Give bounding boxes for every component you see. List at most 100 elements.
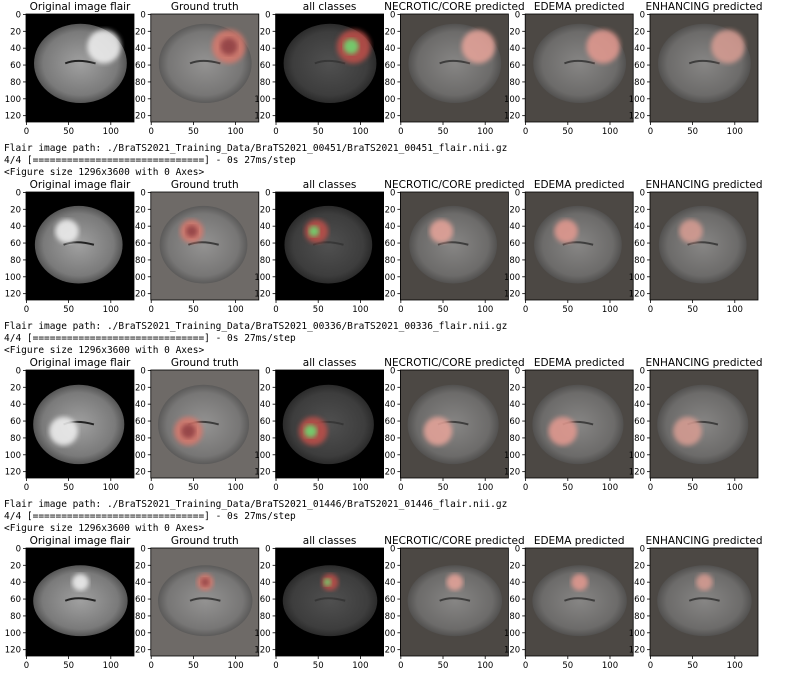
y-tick-label: 100	[504, 95, 520, 105]
x-tick-label: 50	[438, 661, 449, 671]
ventricles	[439, 597, 471, 602]
x-tick-label: 0	[648, 483, 653, 493]
y-tick-label: 20	[260, 561, 271, 571]
y-tick-label: 100	[5, 451, 21, 461]
axes-frame	[524, 191, 634, 301]
y-tick-label: 40	[135, 400, 146, 410]
y-tick-label: 40	[509, 222, 520, 232]
y-tick-label: 40	[385, 578, 396, 588]
y-tick-label: 80	[385, 434, 396, 444]
y-tick-label: 40	[385, 400, 396, 410]
lesion	[571, 573, 589, 591]
y-tick-label: 100	[379, 629, 395, 639]
x-tick-label: 0	[273, 305, 278, 315]
y-tick-label: 20	[385, 205, 396, 215]
y-tick-label: 0	[16, 188, 21, 198]
x-tick-label: 50	[562, 305, 573, 315]
axes-frame	[524, 369, 634, 479]
y-tick-label: 40	[509, 400, 520, 410]
x-tick-label: 0	[523, 661, 528, 671]
y-tick-label: 20	[10, 383, 21, 393]
y-tick-label: 60	[634, 61, 645, 71]
y-tick-label: 100	[379, 451, 395, 461]
y-tick-label: 60	[509, 239, 520, 249]
y-tick-label: 100	[5, 273, 21, 283]
y-tick-label: 100	[504, 273, 520, 283]
brain	[409, 205, 498, 284]
x-tick-label: 100	[227, 483, 243, 493]
panel-title: ENHANCING predicted	[646, 357, 763, 369]
y-tick-label: 120	[130, 646, 146, 656]
x-tick-label: 0	[149, 127, 154, 137]
y-tick-label: 100	[130, 629, 146, 639]
y-tick-label: 20	[509, 383, 520, 393]
y-tick-label: 80	[260, 256, 271, 266]
y-tick-label: 120	[130, 468, 146, 478]
brain	[407, 565, 503, 637]
y-tick-label: 80	[135, 434, 146, 444]
y-tick-label: 0	[16, 544, 21, 554]
ventricles	[564, 597, 596, 602]
x-tick-label: 0	[398, 305, 403, 315]
x-tick-label: 50	[438, 127, 449, 137]
y-tick-label: 20	[385, 27, 396, 37]
y-tick-label: 80	[10, 612, 21, 622]
y-tick-label: 40	[634, 578, 645, 588]
ventricles	[63, 241, 95, 246]
lesion	[429, 219, 454, 244]
y-tick-label: 0	[390, 188, 395, 198]
lesion-core	[323, 578, 332, 586]
x-tick-label: 100	[602, 661, 618, 671]
axes-frame	[275, 13, 385, 123]
y-tick-label: 0	[515, 188, 520, 198]
x-tick-label: 100	[352, 661, 368, 671]
y-tick-label: 120	[504, 468, 520, 478]
ventricles	[189, 59, 221, 65]
axes-frame	[399, 191, 509, 301]
brain	[157, 384, 250, 465]
x-tick-label: 50	[687, 483, 698, 493]
y-tick-label: 0	[265, 188, 270, 198]
y-tick-label: 80	[634, 256, 645, 266]
ventricles	[564, 59, 596, 65]
axes-frame	[649, 547, 759, 657]
y-tick-label: 80	[385, 78, 396, 88]
y-tick-label: 0	[390, 544, 395, 554]
y-tick-label: 120	[5, 290, 21, 300]
y-tick-label: 0	[16, 366, 21, 376]
x-tick-label: 50	[313, 305, 324, 315]
y-tick-label: 100	[629, 629, 645, 639]
lesion	[49, 416, 78, 446]
log-line: <Figure size 1296x3600 with 0 Axes>	[4, 345, 204, 356]
y-tick-label: 20	[10, 205, 21, 215]
axes-frame	[649, 191, 759, 301]
y-tick-label: 120	[629, 112, 645, 122]
y-tick-label: 40	[634, 400, 645, 410]
x-tick-label: 50	[188, 305, 199, 315]
ventricles	[314, 597, 346, 602]
y-tick-label: 20	[634, 383, 645, 393]
lesion	[673, 416, 702, 446]
y-tick-label: 120	[254, 112, 270, 122]
ventricles	[189, 597, 221, 602]
lesion-core	[308, 225, 320, 237]
brain	[159, 205, 248, 284]
lesion	[586, 29, 621, 64]
x-tick-label: 100	[227, 127, 243, 137]
y-tick-label: 60	[634, 595, 645, 605]
y-tick-label: 80	[135, 612, 146, 622]
y-tick-label: 100	[254, 629, 270, 639]
y-tick-label: 80	[10, 78, 21, 88]
panel-title: Original image flair	[30, 357, 131, 369]
y-tick-label: 100	[5, 95, 21, 105]
log-line: <Figure size 1296x3600 with 0 Axes>	[4, 167, 204, 178]
y-tick-label: 0	[140, 544, 145, 554]
x-tick-label: 50	[188, 127, 199, 137]
brain	[532, 384, 624, 465]
y-tick-label: 40	[385, 222, 396, 232]
panel-title: Ground truth	[171, 535, 239, 547]
x-tick-label: 50	[562, 661, 573, 671]
y-tick-label: 80	[260, 434, 271, 444]
panel-title: NECROTIC/CORE predicted	[384, 357, 524, 369]
